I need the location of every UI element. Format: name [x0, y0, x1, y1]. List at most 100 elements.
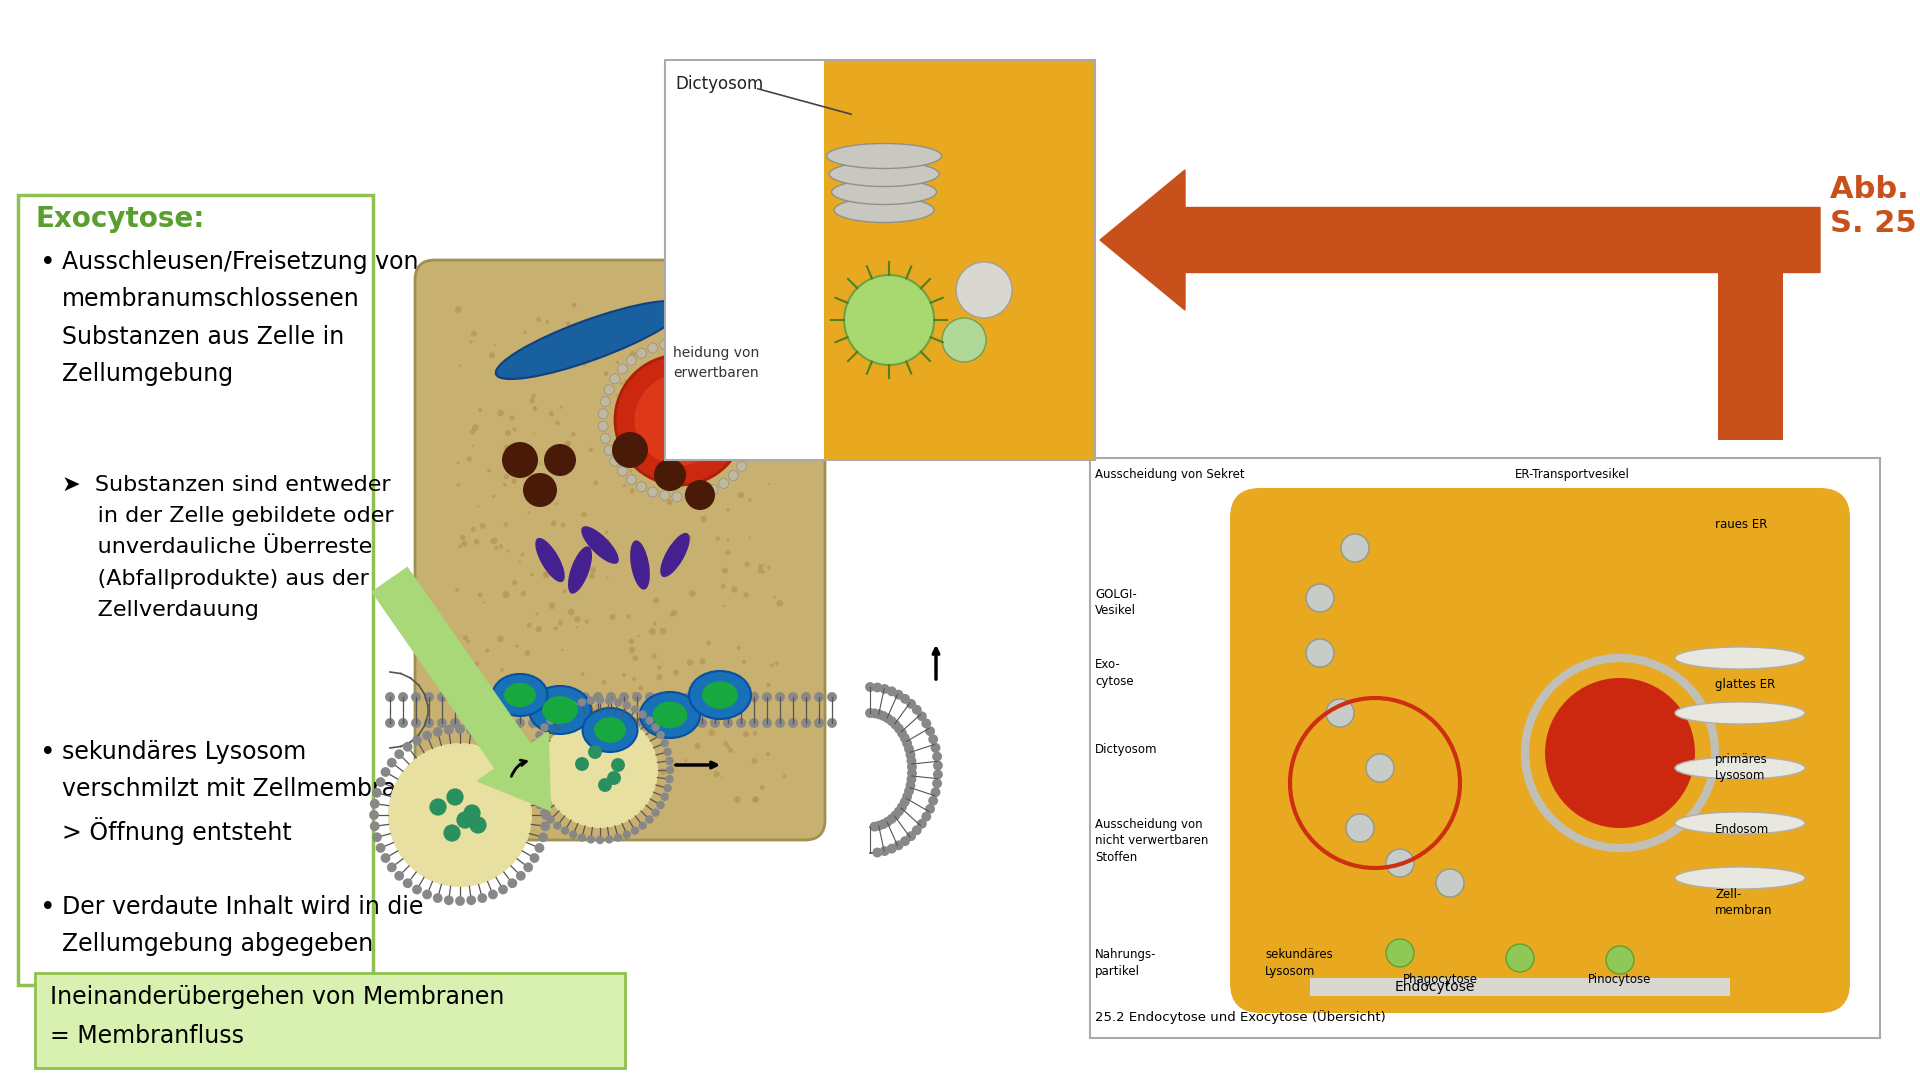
Circle shape: [478, 893, 488, 903]
Circle shape: [753, 797, 758, 802]
Circle shape: [576, 626, 578, 629]
Circle shape: [645, 692, 655, 702]
Circle shape: [684, 491, 695, 501]
Circle shape: [541, 712, 549, 718]
Circle shape: [599, 409, 609, 419]
Circle shape: [751, 758, 756, 764]
Circle shape: [666, 499, 672, 505]
Text: sekundäres
Lysosom: sekundäres Lysosom: [1265, 948, 1332, 977]
Circle shape: [749, 692, 758, 702]
Circle shape: [766, 683, 772, 687]
Circle shape: [540, 724, 549, 731]
Circle shape: [611, 758, 626, 772]
Circle shape: [422, 890, 432, 900]
Circle shape: [774, 661, 780, 665]
Circle shape: [707, 454, 708, 456]
FancyArrow shape: [372, 568, 549, 810]
Circle shape: [753, 415, 762, 426]
Circle shape: [380, 853, 390, 863]
Circle shape: [651, 653, 657, 659]
Circle shape: [670, 429, 674, 431]
Circle shape: [507, 772, 509, 774]
Circle shape: [883, 816, 893, 826]
Circle shape: [710, 671, 714, 673]
Circle shape: [897, 802, 906, 812]
Circle shape: [555, 502, 559, 505]
Circle shape: [438, 718, 447, 728]
Circle shape: [689, 591, 695, 597]
Circle shape: [760, 366, 764, 370]
Text: raues ER: raues ER: [1715, 518, 1768, 531]
Circle shape: [493, 546, 497, 550]
Circle shape: [672, 338, 682, 348]
Circle shape: [708, 353, 714, 359]
Circle shape: [632, 705, 639, 714]
Circle shape: [430, 798, 447, 815]
Circle shape: [580, 673, 584, 676]
Circle shape: [778, 405, 783, 410]
Circle shape: [904, 786, 914, 796]
Circle shape: [758, 564, 764, 569]
Circle shape: [503, 483, 507, 487]
Circle shape: [397, 718, 407, 728]
Circle shape: [726, 744, 730, 748]
Circle shape: [561, 705, 568, 714]
Circle shape: [632, 691, 636, 696]
Circle shape: [564, 441, 570, 447]
Circle shape: [770, 663, 774, 667]
Circle shape: [463, 635, 468, 640]
Circle shape: [691, 376, 693, 379]
Circle shape: [753, 388, 755, 390]
Circle shape: [724, 360, 726, 362]
Circle shape: [547, 815, 555, 824]
Circle shape: [647, 326, 653, 333]
Circle shape: [413, 735, 422, 745]
Circle shape: [689, 400, 695, 405]
Circle shape: [424, 718, 434, 728]
Circle shape: [580, 692, 589, 702]
Circle shape: [386, 718, 396, 728]
Circle shape: [637, 349, 647, 359]
Ellipse shape: [582, 708, 637, 752]
Circle shape: [486, 648, 490, 653]
Circle shape: [526, 757, 536, 765]
Circle shape: [530, 724, 536, 729]
Text: •: •: [40, 249, 56, 276]
Circle shape: [618, 692, 630, 702]
Text: •: •: [40, 740, 56, 766]
Circle shape: [762, 336, 770, 342]
Text: Zell-
membran: Zell- membran: [1715, 888, 1772, 918]
Circle shape: [530, 397, 536, 403]
Circle shape: [710, 692, 720, 702]
Circle shape: [457, 483, 461, 487]
Circle shape: [438, 692, 447, 702]
Circle shape: [902, 792, 912, 801]
Circle shape: [632, 718, 641, 728]
Circle shape: [607, 771, 620, 785]
Text: Endocytose: Endocytose: [1394, 980, 1475, 994]
Circle shape: [467, 457, 472, 461]
Circle shape: [676, 762, 680, 766]
Circle shape: [605, 530, 609, 534]
Circle shape: [639, 686, 643, 690]
Circle shape: [507, 723, 509, 725]
Circle shape: [609, 378, 612, 380]
Circle shape: [632, 826, 639, 835]
Circle shape: [783, 774, 787, 778]
Text: Dictyosom: Dictyosom: [1094, 743, 1158, 756]
Circle shape: [708, 346, 718, 355]
Circle shape: [493, 343, 495, 346]
Circle shape: [1605, 946, 1634, 974]
Circle shape: [528, 511, 530, 514]
Circle shape: [553, 711, 561, 718]
Circle shape: [902, 739, 912, 748]
Circle shape: [555, 420, 561, 426]
Text: glattes ER: glattes ER: [1715, 678, 1776, 691]
Ellipse shape: [630, 540, 649, 590]
Circle shape: [618, 718, 630, 728]
Ellipse shape: [593, 717, 626, 743]
Circle shape: [376, 778, 386, 787]
Circle shape: [605, 835, 612, 843]
Ellipse shape: [505, 683, 536, 707]
Circle shape: [511, 478, 516, 484]
